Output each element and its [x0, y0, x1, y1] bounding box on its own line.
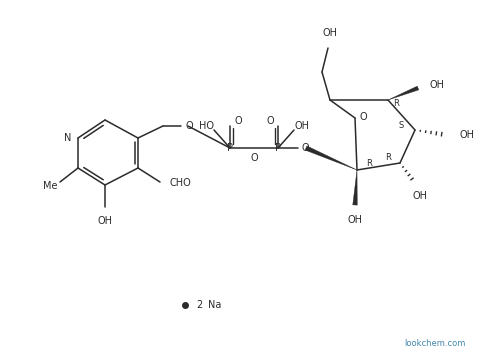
Text: OH: OH [348, 215, 362, 225]
Text: R: R [366, 159, 372, 168]
Text: O: O [360, 112, 368, 122]
Text: O: O [302, 143, 310, 153]
Text: HO: HO [198, 121, 214, 131]
Text: CHO: CHO [170, 178, 192, 188]
Text: S: S [398, 121, 404, 131]
Text: OH: OH [459, 130, 474, 140]
Text: O: O [266, 116, 274, 126]
Text: O: O [185, 121, 192, 131]
Polygon shape [305, 146, 357, 170]
Text: OH: OH [98, 216, 112, 226]
Text: Me: Me [43, 181, 57, 191]
Text: 2: 2 [196, 300, 202, 310]
Text: R: R [393, 99, 399, 109]
Text: OH: OH [322, 28, 338, 38]
Polygon shape [353, 170, 357, 205]
Text: Na: Na [208, 300, 222, 310]
Polygon shape [388, 86, 418, 100]
Text: OH: OH [430, 80, 445, 90]
Text: N: N [64, 133, 71, 143]
Text: lookchem.com: lookchem.com [404, 340, 466, 349]
Text: OH: OH [294, 121, 310, 131]
Text: O: O [234, 116, 242, 126]
Text: R: R [385, 152, 391, 162]
Text: OH: OH [412, 191, 428, 201]
Text: O: O [250, 153, 258, 163]
Text: P: P [227, 143, 233, 153]
Text: P: P [275, 143, 281, 153]
